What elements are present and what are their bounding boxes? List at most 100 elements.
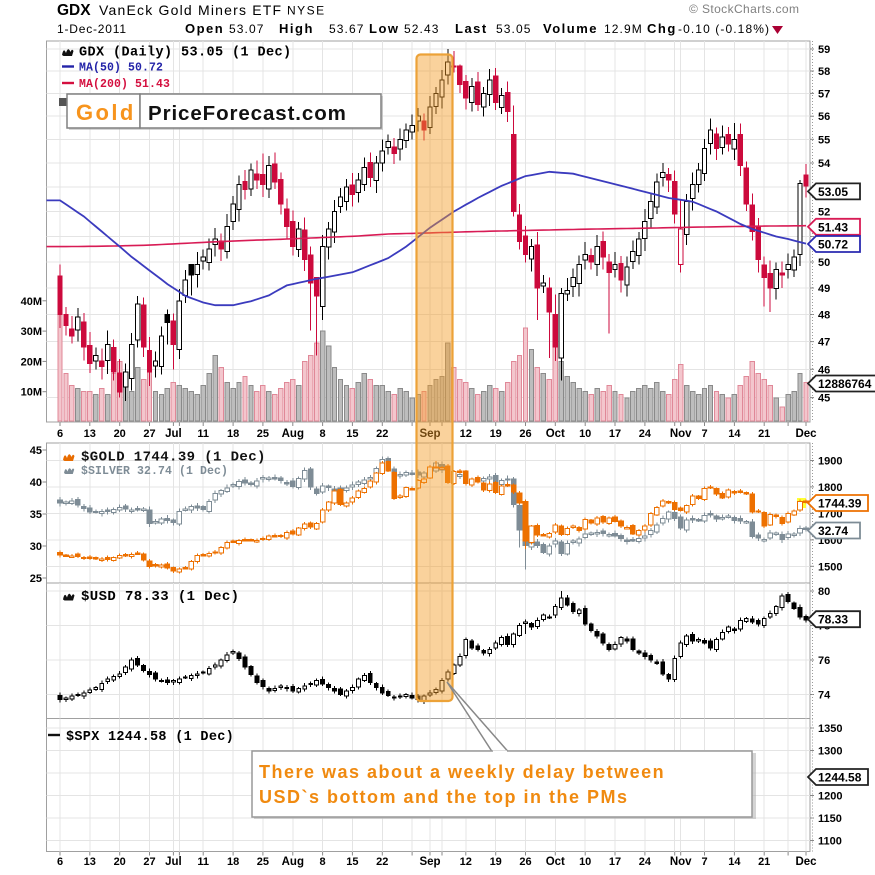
- svg-text:27: 27: [143, 428, 155, 440]
- svg-text:53.05: 53.05: [496, 22, 532, 36]
- svg-text:NYSE: NYSE: [287, 4, 326, 18]
- svg-text:1-Dec-2011: 1-Dec-2011: [57, 22, 127, 36]
- svg-text:55: 55: [818, 134, 830, 146]
- svg-text:47: 47: [818, 337, 830, 349]
- svg-text:12: 12: [460, 428, 472, 440]
- svg-text:13: 13: [84, 856, 96, 868]
- svg-text:15: 15: [346, 428, 358, 440]
- svg-text:21: 21: [758, 428, 770, 440]
- svg-text:Aug: Aug: [282, 856, 304, 868]
- svg-text:21: 21: [758, 856, 770, 868]
- svg-text:PriceForecast.com: PriceForecast.com: [148, 102, 347, 125]
- svg-text:6: 6: [57, 428, 63, 440]
- svg-text:78.33: 78.33: [818, 613, 848, 627]
- svg-text:-0.10 (-0.18%): -0.10 (-0.18%): [678, 22, 770, 36]
- svg-text:22: 22: [376, 856, 388, 868]
- svg-text:40M: 40M: [21, 296, 42, 308]
- svg-text:54: 54: [818, 158, 831, 170]
- svg-text:20: 20: [114, 856, 126, 868]
- svg-text:Dec: Dec: [795, 856, 817, 868]
- svg-text:11: 11: [197, 856, 209, 868]
- svg-text:1200: 1200: [818, 791, 842, 803]
- svg-text:30: 30: [30, 541, 42, 553]
- svg-text:13: 13: [84, 428, 96, 440]
- svg-text:8: 8: [320, 856, 326, 868]
- svg-text:25: 25: [257, 856, 269, 868]
- svg-text:53.67: 53.67: [329, 22, 365, 36]
- svg-text:25: 25: [257, 428, 269, 440]
- svg-text:14: 14: [728, 428, 741, 440]
- svg-text:12.9M: 12.9M: [604, 22, 643, 36]
- svg-text:GDX (Daily) 53.05 (1 Dec): GDX (Daily) 53.05 (1 Dec): [79, 46, 292, 61]
- svg-text:11: 11: [197, 428, 209, 440]
- svg-text:1300: 1300: [818, 746, 842, 758]
- svg-text:$SPX 1244.58 (1 Dec): $SPX 1244.58 (1 Dec): [66, 730, 234, 745]
- svg-text:17: 17: [609, 428, 621, 440]
- svg-text:$GOLD 1744.39 (1 Dec): $GOLD 1744.39 (1 Dec): [81, 450, 266, 466]
- svg-text:80: 80: [818, 586, 830, 598]
- svg-text:22: 22: [376, 428, 388, 440]
- svg-text:VanEck Gold Miners ETF: VanEck Gold Miners ETF: [99, 2, 282, 18]
- svg-text:20: 20: [114, 428, 126, 440]
- svg-text:45: 45: [30, 445, 42, 457]
- svg-text:Oct: Oct: [546, 428, 565, 440]
- svg-text:24: 24: [639, 856, 652, 868]
- svg-text:50.72: 50.72: [818, 238, 848, 252]
- svg-text:30M: 30M: [21, 326, 42, 338]
- svg-text:46: 46: [818, 364, 830, 376]
- svg-text:19: 19: [490, 428, 502, 440]
- svg-text:58: 58: [818, 66, 830, 78]
- svg-text:1150: 1150: [818, 813, 842, 825]
- svg-text:20M: 20M: [21, 356, 42, 368]
- svg-text:14: 14: [728, 856, 741, 868]
- svg-text:15: 15: [346, 856, 358, 868]
- svg-text:Low: Low: [369, 21, 400, 36]
- svg-text:10: 10: [579, 428, 591, 440]
- svg-text:$SILVER 32.74 (1 Dec): $SILVER 32.74 (1 Dec): [81, 465, 228, 478]
- svg-text:53.05: 53.05: [818, 185, 848, 199]
- svg-text:Last: Last: [455, 21, 488, 36]
- svg-text:High: High: [279, 21, 314, 36]
- svg-text:1500: 1500: [818, 561, 842, 573]
- svg-text:25: 25: [30, 573, 42, 585]
- svg-text:6: 6: [57, 856, 63, 868]
- svg-text:76: 76: [818, 655, 830, 667]
- svg-text:18: 18: [227, 428, 239, 440]
- svg-text:Nov: Nov: [670, 856, 692, 868]
- svg-text:56: 56: [818, 111, 830, 123]
- svg-text:USD`s bottom and the top in th: USD`s bottom and the top in the PMs: [259, 787, 629, 807]
- svg-text:48: 48: [818, 310, 830, 322]
- svg-text:45: 45: [818, 393, 830, 405]
- svg-text:74: 74: [818, 690, 831, 702]
- svg-text:Volume: Volume: [543, 21, 598, 36]
- svg-text:35: 35: [30, 509, 42, 521]
- svg-text:1100: 1100: [818, 836, 842, 848]
- svg-text:53.07: 53.07: [229, 22, 265, 36]
- svg-text:7: 7: [701, 428, 707, 440]
- svg-text:40: 40: [30, 477, 42, 489]
- svg-text:26: 26: [519, 856, 531, 868]
- svg-text:There was about a weekly delay: There was about a weekly delay between: [259, 762, 665, 782]
- svg-text:24: 24: [639, 428, 652, 440]
- svg-text:Nov: Nov: [670, 428, 692, 440]
- svg-text:Jul: Jul: [165, 856, 182, 868]
- svg-text:Jul: Jul: [165, 428, 182, 440]
- svg-text:59: 59: [818, 44, 830, 56]
- svg-text:Sep: Sep: [419, 856, 440, 868]
- svg-text:1244.58: 1244.58: [818, 771, 862, 785]
- svg-text:10: 10: [579, 856, 591, 868]
- svg-text:52.43: 52.43: [404, 22, 440, 36]
- svg-text:50: 50: [818, 257, 830, 269]
- svg-text:GDX: GDX: [57, 2, 91, 19]
- svg-text:1744.39: 1744.39: [818, 497, 862, 511]
- svg-text:$USD 78.33 (1 Dec): $USD 78.33 (1 Dec): [81, 589, 239, 605]
- svg-text:26: 26: [519, 428, 531, 440]
- svg-text:7: 7: [701, 856, 707, 868]
- svg-text:Aug: Aug: [282, 428, 304, 440]
- svg-text:12: 12: [460, 856, 472, 868]
- svg-text:Gold: Gold: [76, 100, 136, 125]
- svg-text:MA(50) 50.72: MA(50) 50.72: [79, 62, 163, 75]
- svg-text:32.74: 32.74: [818, 524, 848, 538]
- svg-text:8: 8: [320, 428, 326, 440]
- svg-text:27: 27: [143, 856, 155, 868]
